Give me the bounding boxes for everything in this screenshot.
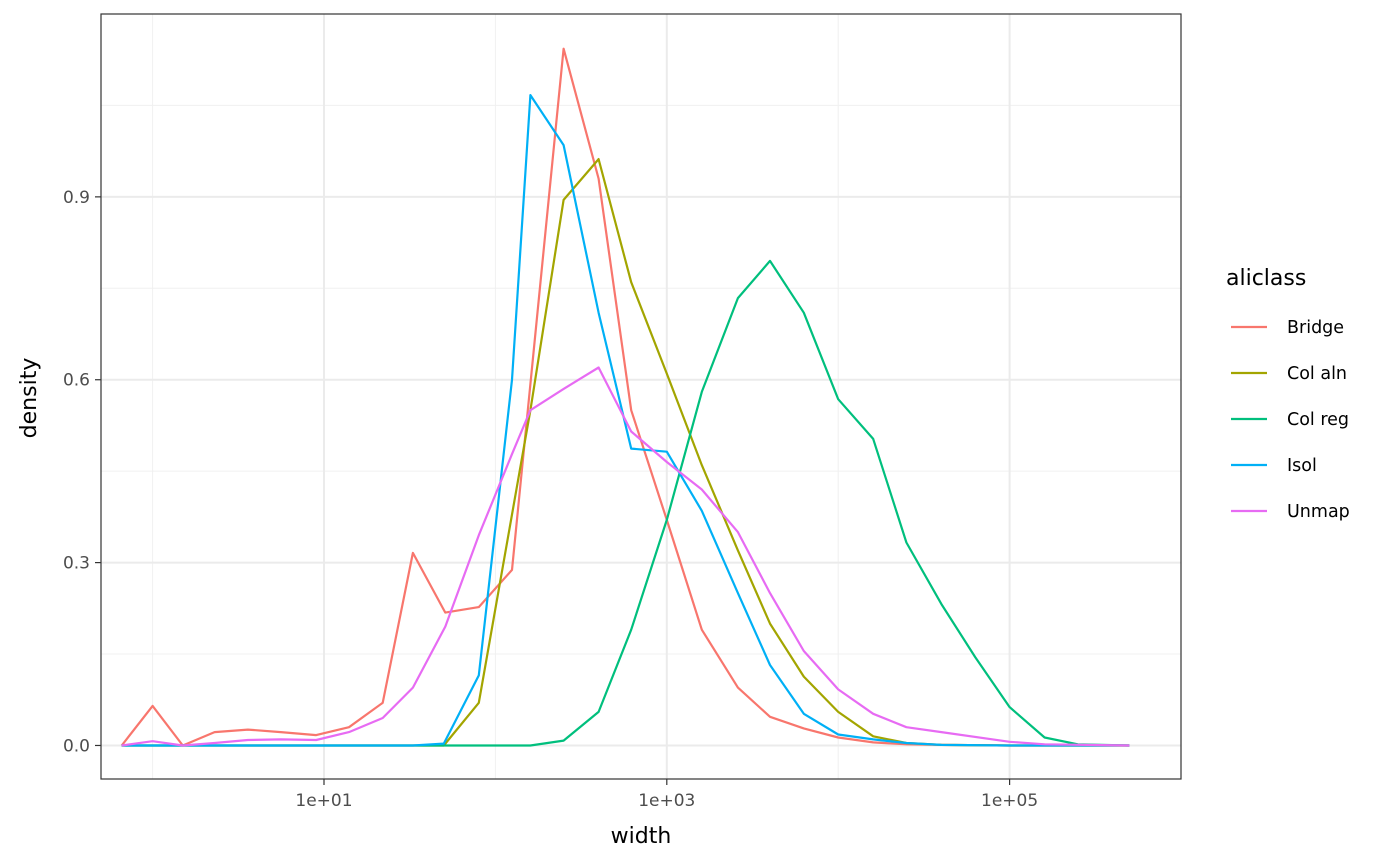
x-tick-label: 1e+01 [295,791,352,811]
y-tick-label: 0.3 [63,554,90,574]
legend-label-unmap: Unmap [1287,502,1350,522]
series-line-col-reg [121,259,1130,747]
plot-panel [101,14,1181,779]
legend-label-bridge: Bridge [1287,318,1344,338]
plot-border [100,13,1182,780]
legend-title: aliclass [1226,266,1306,291]
y-tick-label: 0.6 [63,371,90,391]
legend-label-col-reg: Col reg [1287,410,1349,430]
y-tick-label: 0.9 [63,188,90,208]
x-tick-label: 1e+03 [638,791,695,811]
legend-label-isol: Isol [1287,456,1317,476]
legend-label-col-aln: Col aln [1287,364,1347,384]
x-axis-title: width [611,824,672,849]
x-tick-label: 1e+05 [981,791,1038,811]
series-line-bridge [120,47,1130,747]
series-line-isol [121,94,1130,747]
series-line-unmap [121,366,1130,747]
series-lines [120,47,1130,747]
axis-ticks: 1e+01 1e+03 1e+05 0.0 0.3 0.6 0.9 [63,188,1038,811]
y-tick-label: 0.0 [63,736,90,756]
legend: aliclass Bridge Col aln Col reg Isol Unmap [1226,266,1350,522]
y-axis-title: density [17,358,42,439]
